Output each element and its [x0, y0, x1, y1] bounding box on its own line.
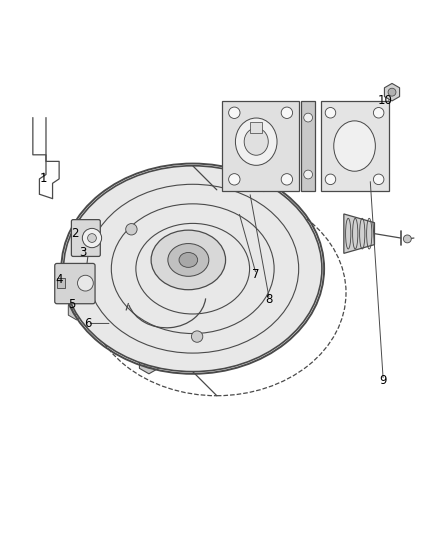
Bar [57, 278, 65, 288]
Circle shape [304, 113, 312, 122]
FancyBboxPatch shape [321, 101, 389, 191]
Circle shape [403, 235, 411, 243]
Circle shape [325, 108, 336, 118]
Ellipse shape [244, 128, 268, 155]
Circle shape [373, 108, 384, 118]
Circle shape [229, 174, 240, 185]
Text: 3: 3 [80, 246, 87, 259]
Circle shape [281, 107, 293, 118]
Circle shape [110, 237, 118, 246]
Circle shape [191, 331, 203, 342]
Text: 4: 4 [55, 273, 63, 286]
Text: 2: 2 [71, 227, 78, 240]
Circle shape [72, 306, 81, 314]
Circle shape [126, 223, 137, 235]
Circle shape [144, 358, 154, 368]
Text: 9: 9 [379, 374, 387, 387]
Circle shape [304, 170, 312, 179]
Circle shape [82, 229, 102, 248]
FancyBboxPatch shape [55, 263, 95, 304]
Circle shape [229, 107, 240, 118]
Circle shape [88, 233, 96, 243]
Text: 1: 1 [40, 172, 48, 185]
Ellipse shape [179, 253, 198, 268]
Polygon shape [106, 232, 122, 251]
Circle shape [78, 275, 93, 291]
Ellipse shape [334, 121, 375, 171]
Polygon shape [344, 214, 374, 253]
Bar [250, 122, 262, 133]
Text: 10: 10 [378, 94, 393, 108]
FancyBboxPatch shape [222, 101, 299, 191]
Bar [301, 101, 315, 191]
Circle shape [388, 88, 396, 96]
Polygon shape [139, 352, 159, 374]
Ellipse shape [168, 244, 209, 276]
Text: 6: 6 [84, 317, 92, 330]
Ellipse shape [151, 230, 226, 290]
Text: 8: 8 [266, 293, 273, 306]
Text: 7: 7 [252, 268, 260, 281]
Circle shape [325, 174, 336, 184]
Circle shape [281, 174, 293, 185]
Text: 5: 5 [69, 297, 76, 311]
Circle shape [373, 174, 384, 184]
Polygon shape [385, 84, 399, 101]
FancyBboxPatch shape [71, 220, 100, 256]
Ellipse shape [235, 118, 277, 165]
Ellipse shape [64, 166, 322, 372]
Polygon shape [68, 301, 85, 320]
